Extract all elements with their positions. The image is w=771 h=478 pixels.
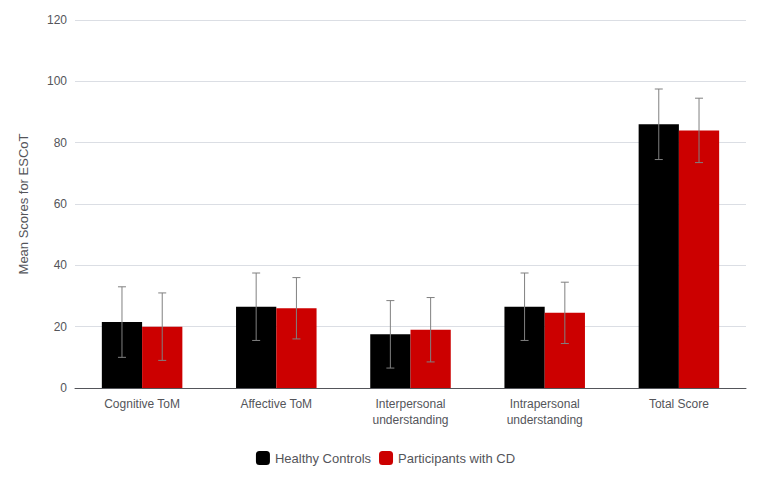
svg-text:Mean Scores for ESCoT: Mean Scores for ESCoT <box>16 134 31 275</box>
svg-text:100: 100 <box>47 74 67 88</box>
svg-text:Total Score: Total Score <box>649 397 709 411</box>
svg-text:Healthy Controls: Healthy Controls <box>275 451 372 466</box>
svg-text:80: 80 <box>54 136 68 150</box>
svg-text:understanding: understanding <box>507 413 583 427</box>
svg-text:Cognitive ToM: Cognitive ToM <box>104 397 180 411</box>
svg-text:120: 120 <box>47 13 67 27</box>
svg-text:40: 40 <box>54 258 68 272</box>
svg-text:0: 0 <box>60 381 67 395</box>
svg-text:60: 60 <box>54 197 68 211</box>
svg-text:20: 20 <box>54 320 68 334</box>
svg-text:Interpersonal: Interpersonal <box>375 397 445 411</box>
svg-text:Participants with CD: Participants with CD <box>398 451 515 466</box>
svg-text:Affective ToM: Affective ToM <box>241 397 313 411</box>
svg-text:Intrapersonal: Intrapersonal <box>510 397 580 411</box>
svg-text:understanding: understanding <box>372 413 448 427</box>
